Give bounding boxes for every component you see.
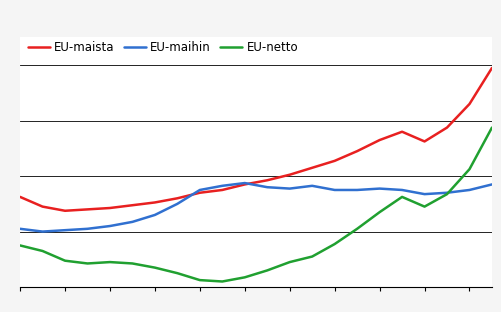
EU-netto bbox=[309, 255, 315, 258]
EU-maista bbox=[398, 130, 404, 134]
EU-maista bbox=[219, 188, 225, 192]
EU-maihin bbox=[17, 227, 23, 231]
EU-maihin bbox=[219, 184, 225, 188]
EU-maista bbox=[353, 149, 359, 153]
EU-netto bbox=[264, 269, 270, 272]
EU-maista bbox=[241, 183, 247, 186]
EU-maihin bbox=[152, 213, 158, 217]
EU-maihin bbox=[264, 185, 270, 189]
EU-maista bbox=[40, 205, 46, 208]
EU-maihin bbox=[286, 187, 292, 190]
EU-maihin bbox=[196, 188, 202, 192]
Line: EU-netto: EU-netto bbox=[20, 128, 491, 281]
Line: EU-maihin: EU-maihin bbox=[20, 183, 491, 232]
EU-maihin bbox=[398, 188, 404, 192]
EU-netto bbox=[376, 210, 382, 214]
EU-netto bbox=[488, 126, 494, 129]
EU-netto bbox=[331, 242, 337, 246]
EU-maihin bbox=[309, 184, 315, 188]
EU-maista bbox=[84, 207, 90, 211]
Line: EU-maista: EU-maista bbox=[20, 68, 491, 211]
EU-maista bbox=[174, 197, 180, 200]
EU-maista bbox=[443, 126, 449, 129]
EU-netto bbox=[219, 280, 225, 283]
EU-netto bbox=[421, 205, 427, 208]
EU-maihin bbox=[421, 192, 427, 196]
EU-maihin bbox=[241, 181, 247, 185]
Legend: EU-maista, EU-maihin, EU-netto: EU-maista, EU-maihin, EU-netto bbox=[26, 38, 300, 56]
EU-maista bbox=[286, 173, 292, 177]
EU-netto bbox=[353, 227, 359, 231]
EU-netto bbox=[286, 260, 292, 264]
EU-netto bbox=[196, 278, 202, 282]
EU-netto bbox=[152, 266, 158, 270]
EU-maista bbox=[17, 195, 23, 199]
EU-maihin bbox=[129, 220, 135, 224]
EU-maista bbox=[331, 159, 337, 163]
EU-maista bbox=[376, 138, 382, 142]
EU-maista bbox=[107, 206, 113, 210]
EU-netto bbox=[241, 275, 247, 279]
EU-netto bbox=[62, 259, 68, 263]
EU-maihin bbox=[376, 187, 382, 190]
EU-maista bbox=[62, 209, 68, 213]
EU-netto bbox=[174, 271, 180, 275]
EU-maista bbox=[421, 139, 427, 143]
EU-maihin bbox=[443, 191, 449, 195]
EU-netto bbox=[398, 195, 404, 199]
EU-maista bbox=[152, 201, 158, 204]
EU-maihin bbox=[331, 188, 337, 192]
EU-maihin bbox=[353, 188, 359, 192]
EU-netto bbox=[443, 192, 449, 196]
EU-maihin bbox=[62, 228, 68, 232]
EU-maihin bbox=[84, 227, 90, 231]
EU-netto bbox=[465, 167, 471, 171]
EU-maihin bbox=[40, 230, 46, 233]
EU-maista bbox=[309, 166, 315, 170]
EU-netto bbox=[17, 244, 23, 247]
EU-netto bbox=[84, 261, 90, 265]
EU-maihin bbox=[488, 183, 494, 186]
EU-maista bbox=[465, 102, 471, 106]
EU-netto bbox=[129, 261, 135, 265]
EU-maista bbox=[264, 178, 270, 182]
EU-maista bbox=[488, 66, 494, 70]
EU-maihin bbox=[174, 202, 180, 206]
EU-netto bbox=[40, 249, 46, 253]
EU-netto bbox=[107, 260, 113, 264]
EU-maihin bbox=[465, 188, 471, 192]
EU-maista bbox=[196, 191, 202, 195]
EU-maihin bbox=[107, 224, 113, 228]
EU-maista bbox=[129, 203, 135, 207]
